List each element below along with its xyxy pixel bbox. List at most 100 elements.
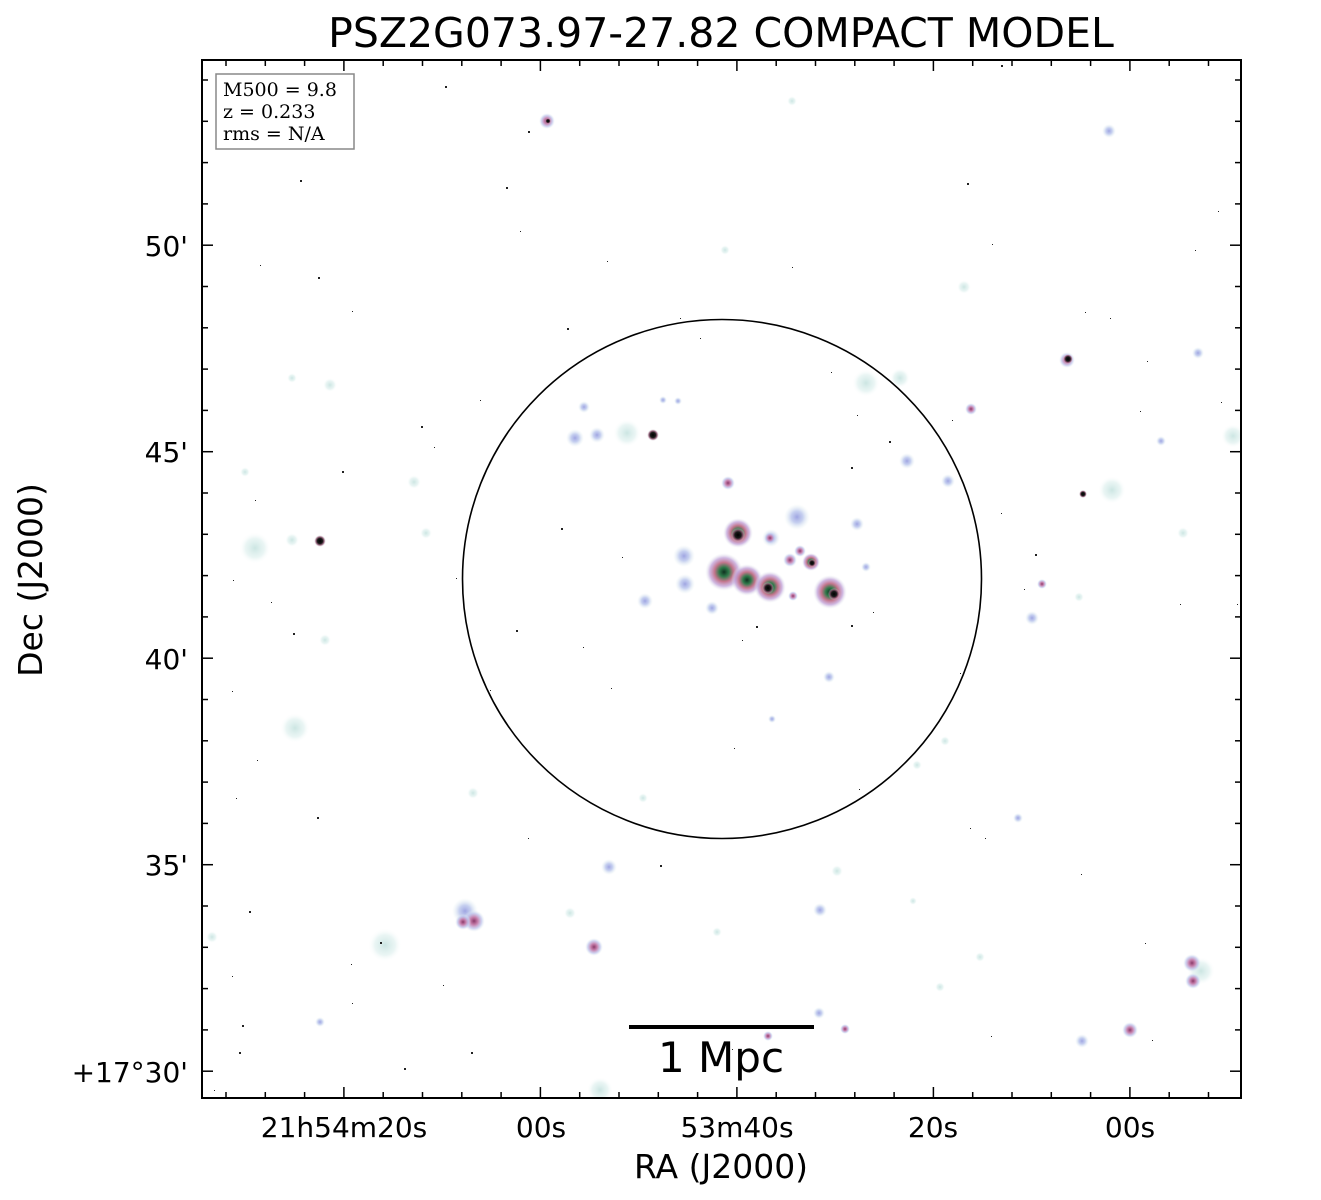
faint-source bbox=[564, 907, 576, 919]
info-box: M500 = 9.8 z = 0.233 rms = N/A bbox=[215, 73, 355, 150]
faint-source bbox=[712, 927, 722, 937]
faint-source bbox=[1074, 592, 1084, 602]
x-tick-labels: 21h54m20s 00s 53m40s 20s 00s bbox=[261, 1111, 1155, 1144]
faint-source bbox=[890, 368, 910, 388]
emission-layer bbox=[206, 65, 1241, 1098]
faint-source bbox=[1221, 424, 1241, 448]
medium-source bbox=[850, 517, 864, 531]
faint-source bbox=[239, 532, 271, 564]
faint-source bbox=[323, 378, 337, 392]
bright-sources bbox=[455, 113, 1201, 1041]
bright-source bbox=[965, 403, 977, 415]
x-tick-label: 00s bbox=[1105, 1111, 1155, 1144]
faint-source bbox=[319, 634, 331, 646]
peak-source bbox=[545, 118, 551, 124]
peak-sources bbox=[314, 118, 1087, 600]
peak-source bbox=[314, 535, 326, 547]
faint-source bbox=[368, 928, 402, 962]
x-tick-label: 53m40s bbox=[680, 1111, 793, 1144]
faint-source bbox=[1177, 527, 1189, 539]
noise-speckles bbox=[214, 65, 1238, 1091]
r500-circle bbox=[461, 318, 983, 840]
medium-source bbox=[578, 401, 590, 413]
faint-source bbox=[787, 96, 797, 106]
core-source bbox=[794, 545, 806, 557]
medium-sources bbox=[315, 124, 1204, 1048]
bright-source bbox=[1185, 973, 1201, 989]
faint-source bbox=[720, 245, 730, 255]
axis-ticks bbox=[202, 60, 1241, 1098]
bright-source bbox=[783, 553, 797, 567]
faint-source bbox=[638, 793, 648, 803]
x-tick-label: 20s bbox=[908, 1111, 958, 1144]
faint-source bbox=[420, 527, 432, 539]
medium-source bbox=[813, 1007, 825, 1019]
faint-source bbox=[613, 419, 641, 447]
medium-source bbox=[768, 715, 776, 723]
plot-frame bbox=[201, 59, 1242, 1099]
medium-source bbox=[823, 671, 835, 683]
faint-source bbox=[206, 931, 218, 943]
y-tick-label: 50' bbox=[145, 230, 188, 263]
bright-source bbox=[1183, 954, 1201, 972]
faint-source bbox=[935, 982, 945, 992]
medium-source bbox=[1192, 347, 1204, 359]
faint-source bbox=[909, 897, 917, 905]
faint-source bbox=[831, 865, 843, 877]
x-tick-label: 21h54m20s bbox=[261, 1111, 428, 1144]
medium-source bbox=[637, 593, 653, 609]
medium-source bbox=[1013, 813, 1023, 823]
medium-source bbox=[784, 504, 810, 530]
faint-source bbox=[1098, 476, 1126, 504]
peak-source bbox=[647, 429, 659, 441]
faint-source bbox=[407, 475, 421, 489]
medium-source bbox=[315, 1017, 325, 1027]
faint-source bbox=[280, 713, 310, 743]
x-tick-label: 00s bbox=[516, 1111, 566, 1144]
plot-title: PSZ2G073.97-27.82 COMPACT MODEL bbox=[328, 9, 1114, 57]
peak-source bbox=[731, 528, 745, 542]
peak-source bbox=[762, 582, 774, 594]
faint-source bbox=[957, 280, 971, 294]
medium-source bbox=[566, 429, 584, 447]
peak-source bbox=[1079, 490, 1087, 498]
bright-source bbox=[840, 1024, 850, 1034]
info-redshift: z = 0.233 bbox=[223, 101, 315, 123]
medium-source bbox=[601, 859, 617, 875]
y-tick-label: +17°30' bbox=[72, 1056, 188, 1089]
medium-source bbox=[673, 545, 695, 567]
medium-source bbox=[899, 453, 915, 469]
bright-source bbox=[764, 532, 776, 544]
bright-source bbox=[1037, 579, 1047, 589]
faint-source bbox=[467, 787, 479, 799]
y-axis-label: Dec (J2000) bbox=[11, 483, 50, 677]
faint-source bbox=[852, 369, 880, 397]
info-box-frame bbox=[215, 73, 355, 150]
medium-source bbox=[861, 562, 871, 572]
y-tick-label: 35' bbox=[145, 849, 188, 882]
medium-source bbox=[659, 396, 667, 404]
faint-source bbox=[912, 760, 922, 770]
peak-source bbox=[828, 588, 840, 600]
scale-bar-label: 1 Mpc bbox=[658, 1033, 784, 1082]
bright-source bbox=[763, 1031, 773, 1041]
medium-source bbox=[1025, 611, 1039, 625]
peak-source bbox=[1063, 354, 1073, 364]
bright-source bbox=[788, 591, 798, 601]
peak-source bbox=[808, 559, 816, 567]
y-tick-labels: 50' 45' 40' 35' +17°30' bbox=[72, 230, 188, 1089]
bright-source bbox=[1122, 1022, 1138, 1038]
faint-source bbox=[285, 533, 299, 547]
faint-source bbox=[587, 1077, 613, 1098]
x-axis-label: RA (J2000) bbox=[634, 1147, 808, 1186]
medium-source bbox=[941, 474, 955, 488]
info-mass: M500 = 9.8 bbox=[223, 79, 337, 101]
faint-source bbox=[975, 952, 985, 962]
bright-source bbox=[455, 914, 471, 930]
info-rms: rms = N/A bbox=[223, 123, 325, 145]
faint-source bbox=[940, 736, 950, 746]
faint-source bbox=[287, 373, 297, 383]
y-tick-label: 45' bbox=[145, 436, 188, 469]
medium-source bbox=[675, 574, 695, 594]
bright-source bbox=[585, 938, 603, 956]
